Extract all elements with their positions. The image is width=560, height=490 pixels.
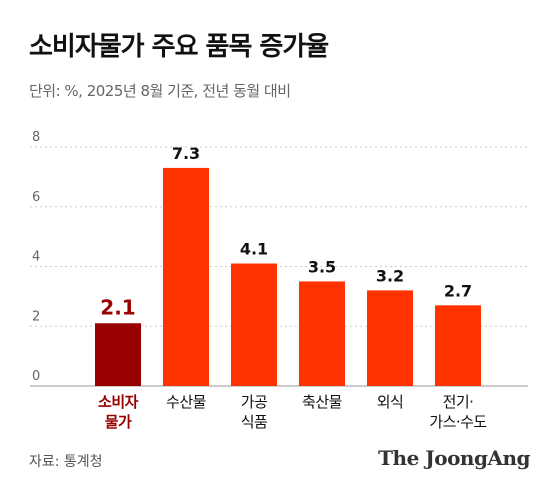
x-tick-label: 외식 bbox=[377, 393, 404, 411]
brand-logo: The JoongAng bbox=[378, 446, 530, 470]
y-tick-label: 0 bbox=[32, 369, 40, 384]
data-label: 4.1 bbox=[240, 240, 268, 259]
data-label: 7.3 bbox=[172, 144, 200, 163]
bar bbox=[163, 167, 209, 386]
bar bbox=[299, 281, 345, 386]
y-tick-label: 6 bbox=[32, 190, 40, 205]
y-tick-label: 2 bbox=[32, 309, 40, 324]
chart-title: 소비자물가 주요 품목 증가율 bbox=[29, 32, 329, 62]
y-tick-label: 8 bbox=[32, 130, 40, 145]
data-label: 3.2 bbox=[376, 266, 404, 285]
x-tick-label: 전기· bbox=[443, 393, 474, 411]
data-label: 2.1 bbox=[100, 295, 135, 319]
chart-subtitle: 단위: %, 2025년 8월 기준, 전년 동월 대비 bbox=[29, 82, 291, 100]
data-label: 3.5 bbox=[308, 257, 336, 276]
bar bbox=[95, 323, 141, 386]
data-label: 2.7 bbox=[444, 281, 472, 300]
bar bbox=[435, 305, 481, 386]
x-tick-label: 수산물 bbox=[166, 393, 206, 411]
x-tick-label: 물가 bbox=[105, 413, 132, 431]
y-tick-label: 4 bbox=[32, 250, 40, 265]
bar bbox=[231, 263, 277, 386]
source-note: 자료: 통계청 bbox=[29, 454, 103, 470]
bar bbox=[367, 290, 413, 386]
x-tick-label: 축산물 bbox=[302, 393, 342, 411]
x-tick-label: 소비자 bbox=[98, 393, 139, 411]
x-tick-label: 식품 bbox=[241, 413, 268, 431]
x-tick-label: 가스·수도 bbox=[429, 413, 487, 431]
x-tick-label: 가공 bbox=[241, 393, 268, 411]
